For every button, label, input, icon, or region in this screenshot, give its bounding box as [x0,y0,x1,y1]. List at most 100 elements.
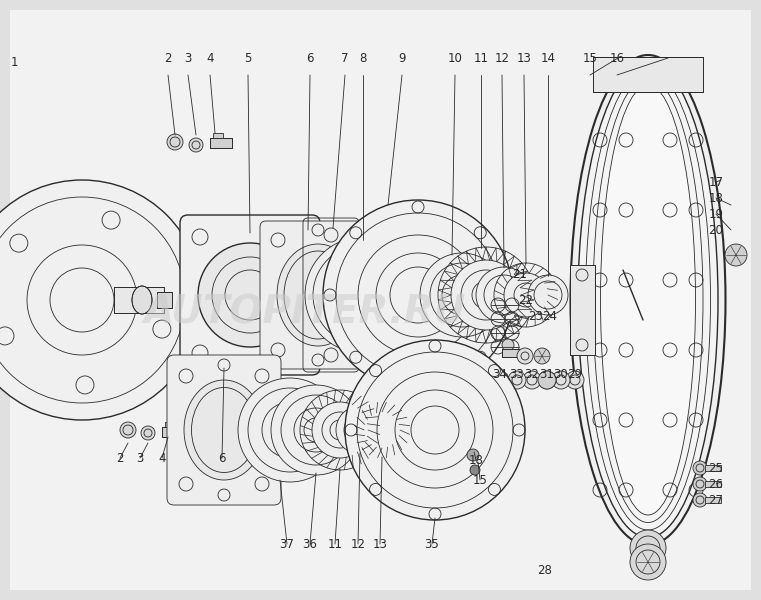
Text: 19: 19 [708,208,724,220]
Bar [213,133,223,138]
Text: 33: 33 [510,367,524,380]
Circle shape [364,412,400,448]
Text: 29: 29 [568,367,582,380]
Bar [705,481,721,487]
Text: 3: 3 [136,451,144,464]
Text: 7: 7 [341,52,349,64]
Text: 6: 6 [218,451,226,464]
Circle shape [504,273,548,317]
Text: 21: 21 [512,268,527,280]
Bar [165,422,175,427]
FancyBboxPatch shape [167,355,281,505]
Circle shape [693,493,707,507]
Text: 23: 23 [529,310,543,323]
Ellipse shape [277,244,359,346]
Circle shape [323,200,513,390]
Text: 13: 13 [517,52,531,64]
Text: 26: 26 [708,478,724,491]
Circle shape [523,371,541,389]
Text: 6: 6 [306,52,314,64]
Text: 35: 35 [425,538,439,551]
Text: 32: 32 [524,367,540,380]
Circle shape [345,340,525,520]
Bar [157,292,172,308]
Circle shape [630,544,666,580]
Circle shape [336,406,384,454]
Ellipse shape [132,286,152,314]
Text: 18: 18 [469,454,483,467]
Text: 4: 4 [206,52,214,64]
Circle shape [693,477,707,491]
Circle shape [534,348,550,364]
Ellipse shape [571,55,725,545]
Text: 34: 34 [492,367,508,380]
Bar [114,287,164,313]
Circle shape [198,243,302,347]
Text: 15: 15 [473,473,488,487]
Circle shape [467,449,479,461]
Text: 22: 22 [518,293,533,307]
Text: 5: 5 [244,52,252,64]
Circle shape [470,465,480,475]
Text: 1: 1 [10,55,18,68]
Circle shape [305,237,421,353]
Bar [593,57,703,92]
Text: 16: 16 [610,52,625,64]
Text: 12: 12 [351,538,365,551]
Circle shape [238,378,342,482]
Circle shape [517,348,533,364]
Circle shape [538,371,556,389]
Circle shape [491,371,509,389]
Text: 9: 9 [398,52,406,64]
Text: 36: 36 [303,538,317,551]
Circle shape [693,461,707,475]
Bar [157,292,172,308]
Text: 12: 12 [495,52,510,64]
Bar [210,138,232,148]
Circle shape [476,267,532,323]
Circle shape [451,260,521,330]
Text: 20: 20 [708,224,724,238]
Text: 2: 2 [116,451,124,464]
Text: AUTOPITER.RU: AUTOPITER.RU [143,293,466,331]
Bar [570,265,595,355]
Circle shape [538,371,556,389]
Circle shape [167,134,183,150]
Circle shape [189,138,203,152]
Bar [114,287,164,313]
Circle shape [312,402,368,458]
Circle shape [566,371,584,389]
Circle shape [725,244,747,266]
Text: 28: 28 [537,563,552,577]
Circle shape [630,530,666,566]
Bar [570,265,595,355]
Text: 2: 2 [164,52,172,64]
Text: 10: 10 [447,52,463,64]
Bar [162,427,184,437]
FancyBboxPatch shape [260,221,376,369]
Bar [210,138,232,148]
Text: 11: 11 [473,52,489,64]
Circle shape [271,385,361,475]
Text: 4: 4 [158,451,166,464]
Text: 30: 30 [553,367,568,380]
Circle shape [120,422,136,438]
Bar [705,497,721,503]
Circle shape [528,275,568,315]
Text: 14: 14 [540,52,556,64]
Circle shape [508,371,526,389]
Circle shape [0,180,202,420]
Text: 15: 15 [583,52,597,64]
FancyBboxPatch shape [180,215,320,375]
Text: 3: 3 [184,52,192,64]
Bar [502,349,520,357]
Bar [705,465,721,471]
Ellipse shape [578,62,718,538]
Bar [162,427,184,437]
Text: 11: 11 [327,538,342,551]
Text: 8: 8 [359,52,367,64]
Text: 27: 27 [708,493,724,506]
Circle shape [141,426,155,440]
Text: 31: 31 [540,367,555,380]
Circle shape [420,253,504,337]
